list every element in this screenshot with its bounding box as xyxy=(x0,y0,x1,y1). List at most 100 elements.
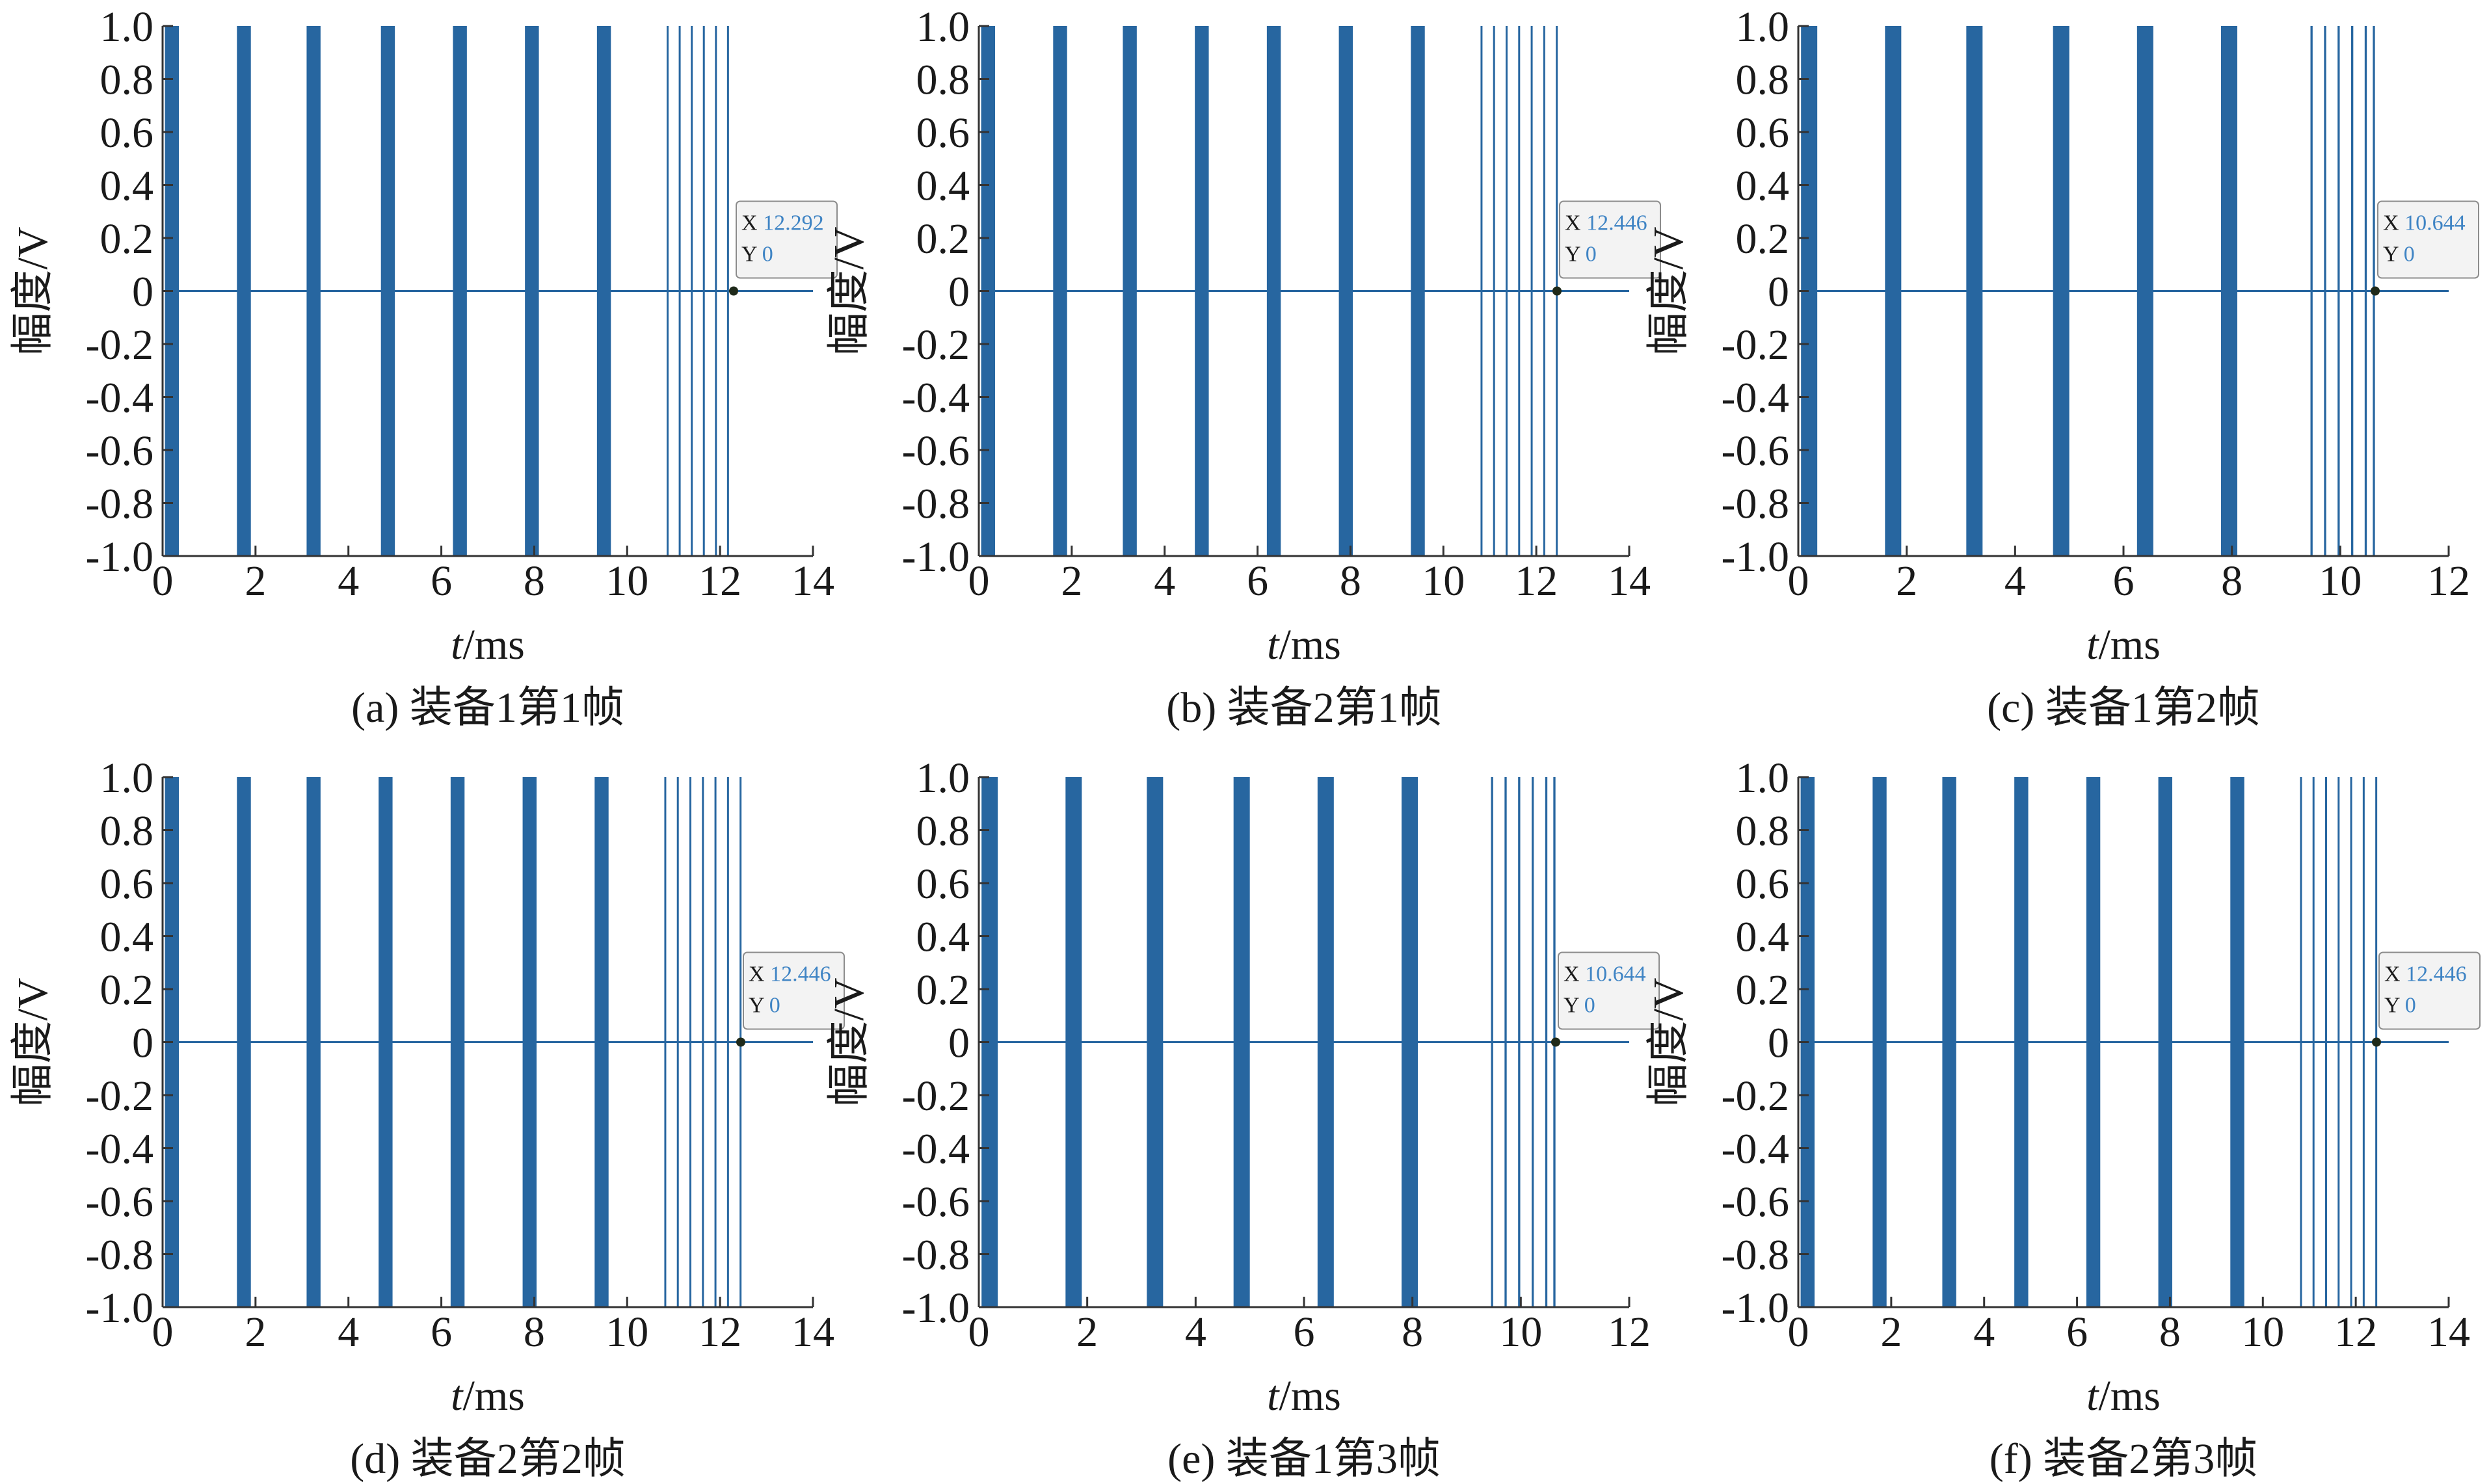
datatip-x-row: X 12.446 xyxy=(749,962,831,987)
x-tick-label: 4 xyxy=(338,1308,359,1356)
panel-caption: (a) 装备1第1帧 xyxy=(351,684,624,732)
datatip-marker[interactable] xyxy=(729,286,738,296)
y-tick-label: 0.8 xyxy=(100,808,154,855)
y-tick-label: -0.6 xyxy=(902,1178,970,1226)
y-tick-label: -0.6 xyxy=(1722,1178,1789,1226)
y-tick-label: 1.0 xyxy=(1736,3,1790,51)
x-tick-label: 0 xyxy=(152,557,174,605)
y-tick-label: -0.4 xyxy=(902,1126,970,1173)
x-tick-label: 12 xyxy=(699,1308,741,1356)
x-tick-label: 8 xyxy=(2159,1308,2181,1356)
y-tick-label: 0.2 xyxy=(100,966,154,1014)
x-tick-label: 6 xyxy=(1247,557,1268,605)
x-tick-label: 10 xyxy=(2241,1308,2284,1356)
y-tick-label: -0.2 xyxy=(86,321,153,369)
datatip-box xyxy=(743,951,845,1030)
x-axis-title: t/ms xyxy=(1267,621,1341,669)
y-tick-label: 0.6 xyxy=(916,860,970,908)
chart-panel-a: 1.00.80.60.40.20-0.2-0.4-0.6-0.8-1.00 2 4 6… xyxy=(9,3,838,732)
x-tick-label: 2 xyxy=(1880,1308,1902,1356)
y-tick-label: 0.6 xyxy=(916,109,970,157)
datatip-x-row: X 10.644 xyxy=(2383,211,2466,235)
y-tick-label: 0 xyxy=(948,1020,970,1067)
y-tick-label: 0.4 xyxy=(916,914,970,961)
y-tick-label: 1.0 xyxy=(1736,754,1790,802)
datatip-box xyxy=(1558,951,1660,1030)
x-tick-label: 6 xyxy=(431,1308,452,1356)
x-tick-label: 0 xyxy=(968,1308,990,1356)
y-tick-label: 0.8 xyxy=(916,57,970,104)
datatip-box xyxy=(2378,951,2481,1030)
chart-panel-f: 1.00.80.60.40.20-0.2-0.4-0.6-0.8-1.00 2 4 6… xyxy=(1645,754,2481,1483)
y-tick-label: 0 xyxy=(1768,1020,1789,1067)
datatip-y-row: Y 0 xyxy=(749,994,780,1018)
datatip-marker[interactable] xyxy=(1551,1037,1560,1047)
x-tick-label: 12 xyxy=(1608,1308,1651,1356)
datatip-x-row: X 10.644 xyxy=(1564,962,1646,987)
x-tick-label: 8 xyxy=(524,557,545,605)
datatip-y-row: Y 0 xyxy=(1564,994,1595,1018)
x-tick-label: 6 xyxy=(2113,557,2135,605)
x-tick-label: 6 xyxy=(2066,1308,2088,1356)
y-tick-label: -0.2 xyxy=(902,1072,970,1120)
y-tick-label: -1.0 xyxy=(1722,533,1789,581)
datatip-box xyxy=(2377,200,2479,279)
y-axis-title: 幅度/V xyxy=(9,978,57,1107)
x-tick-label: 10 xyxy=(1499,1308,1542,1356)
y-tick-label: -0.4 xyxy=(86,375,153,422)
x-tick-label: 8 xyxy=(524,1308,545,1356)
y-tick-label: 0.6 xyxy=(100,860,154,908)
y-tick-label: -0.6 xyxy=(86,427,153,475)
y-axis-title: 幅度/V xyxy=(825,227,873,356)
x-axis-title: t/ms xyxy=(1267,1372,1341,1420)
datatip-marker[interactable] xyxy=(1552,286,1562,296)
x-tick-label: 2 xyxy=(1896,557,1917,605)
datatip-x-row: X 12.292 xyxy=(741,211,824,235)
chart-panel-b: 1.00.80.60.40.20-0.2-0.4-0.6-0.8-1.00 2 4 6… xyxy=(825,3,1661,732)
x-tick-label: 0 xyxy=(1788,1308,1809,1356)
y-tick-label: 1.0 xyxy=(100,3,154,51)
x-tick-label: 14 xyxy=(792,1308,834,1356)
y-axis-title: 幅度/V xyxy=(825,978,873,1107)
y-tick-label: -0.8 xyxy=(1722,1232,1789,1279)
y-axis-title: 幅度/V xyxy=(1645,978,1692,1107)
panel-caption: (b) 装备2第1帧 xyxy=(1166,684,1441,732)
x-tick-label: 8 xyxy=(2221,557,2243,605)
y-tick-label: 0.4 xyxy=(1736,914,1790,961)
x-tick-label: 0 xyxy=(1788,557,1809,605)
x-tick-label: 10 xyxy=(606,1308,648,1356)
y-tick-label: -0.8 xyxy=(86,1232,153,1279)
y-tick-label: 1.0 xyxy=(100,754,154,802)
x-tick-label: 14 xyxy=(792,557,834,605)
x-tick-label: 12 xyxy=(2427,557,2470,605)
x-tick-label: 6 xyxy=(1294,1308,1315,1356)
x-tick-label: 10 xyxy=(2319,557,2362,605)
y-tick-label: 0.2 xyxy=(916,215,970,263)
y-tick-label: -1.0 xyxy=(902,1284,970,1332)
y-axis-title: 幅度/V xyxy=(9,227,57,356)
y-tick-label: -1.0 xyxy=(902,533,970,581)
y-tick-label: 0 xyxy=(132,269,153,316)
x-tick-label: 4 xyxy=(2004,557,2026,605)
panel-caption: (e) 装备1第3帧 xyxy=(1167,1435,1441,1483)
datatip-marker[interactable] xyxy=(736,1037,745,1047)
y-tick-label: -0.6 xyxy=(1722,427,1789,475)
y-tick-label: -0.2 xyxy=(902,321,970,369)
datatip-y-row: Y 0 xyxy=(1565,243,1597,267)
y-tick-label: -1.0 xyxy=(86,533,153,581)
datatip-marker[interactable] xyxy=(2372,1037,2381,1047)
y-tick-label: 0.8 xyxy=(100,57,154,104)
x-tick-label: 2 xyxy=(245,557,266,605)
datatip-y-row: Y 0 xyxy=(2383,243,2415,267)
x-axis-title: t/ms xyxy=(451,1372,525,1420)
chart-panel-c: 1.00.80.60.40.20-0.2-0.4-0.6-0.8-1.00 2 4 6… xyxy=(1645,3,2479,732)
datatip-marker[interactable] xyxy=(2371,286,2380,296)
panel-caption: (f) 装备2第3帧 xyxy=(1990,1435,2257,1483)
y-tick-label: 0.2 xyxy=(1736,966,1790,1014)
chart-panel-e: 1.00.80.60.40.20-0.2-0.4-0.6-0.8-1.00 2 4 6… xyxy=(825,754,1660,1483)
y-tick-label: 0.8 xyxy=(1736,57,1790,104)
datatip-y-row: Y 0 xyxy=(741,243,773,267)
x-tick-label: 12 xyxy=(2334,1308,2377,1356)
y-tick-label: 0 xyxy=(948,269,970,316)
